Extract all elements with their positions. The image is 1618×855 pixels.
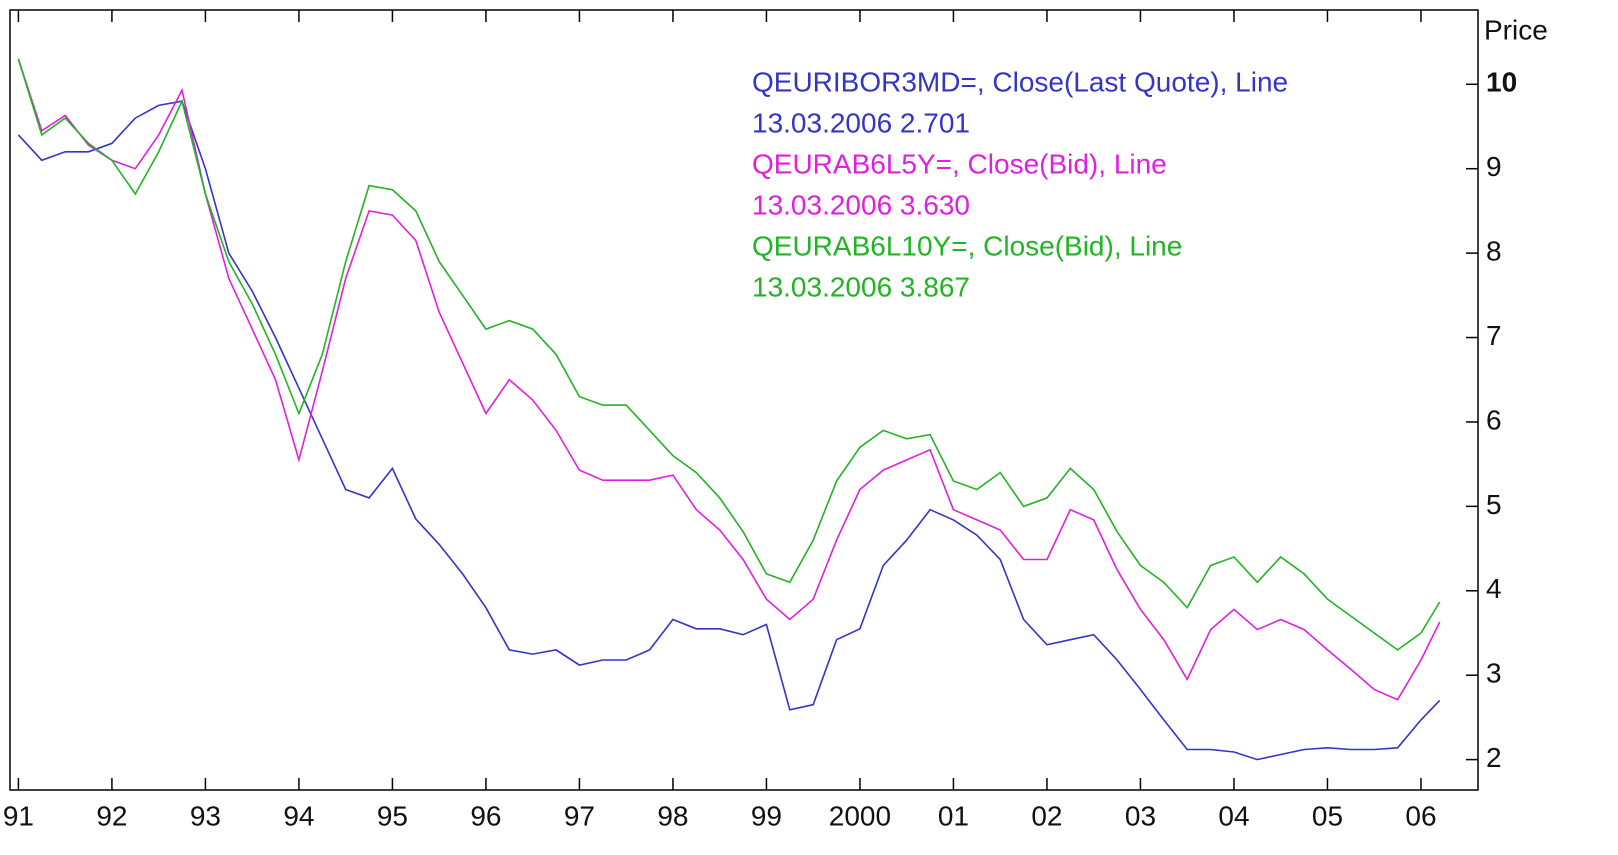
x-tick-label: 99 (751, 800, 782, 831)
x-tick-label: 91 (3, 800, 34, 831)
legend-name: QEURIBOR3MD=, Close(Last Quote), Line (752, 66, 1288, 97)
legend-last-value: 13.03.2006 2.701 (752, 107, 970, 138)
y-tick-label: 4 (1486, 573, 1502, 604)
y-tick-label: 2 (1486, 742, 1502, 773)
y-tick-label: 10 (1486, 67, 1517, 98)
x-tick-label: 96 (470, 800, 501, 831)
y-tick-label: 5 (1486, 489, 1502, 520)
series-line (17, 100, 1441, 761)
y-tick-label: 7 (1486, 320, 1502, 351)
x-tick-label: 05 (1312, 800, 1343, 831)
x-tick-label: 97 (564, 800, 595, 831)
y-tick-label: 8 (1486, 236, 1502, 267)
legend-name: QEURAB6L10Y=, Close(Bid), Line (752, 230, 1182, 261)
legend-name: QEURAB6L5Y=, Close(Bid), Line (752, 148, 1167, 179)
x-tick-label: 95 (377, 800, 408, 831)
plot-frame (9, 9, 1479, 791)
y-tick-label: 9 (1486, 151, 1502, 182)
legend-last-value: 13.03.2006 3.867 (752, 271, 970, 302)
x-tick-label: 92 (96, 800, 127, 831)
legend-last-value: 13.03.2006 3.630 (752, 189, 970, 220)
y-tick-label: 6 (1486, 404, 1502, 435)
x-tick-label: 98 (657, 800, 688, 831)
x-tick-label: 93 (190, 800, 221, 831)
series-line (17, 58, 1441, 651)
x-tick-label: 06 (1405, 800, 1436, 831)
x-tick-label: 03 (1125, 800, 1156, 831)
y-axis-label: Price (1484, 14, 1548, 45)
x-tick-label: 01 (938, 800, 969, 831)
x-tick-label: 04 (1218, 800, 1249, 831)
x-tick-label: 02 (1031, 800, 1062, 831)
x-tick-label: 2000 (829, 800, 891, 831)
series-line (17, 58, 1441, 701)
y-tick-label: 3 (1486, 658, 1502, 689)
x-tick-label: 94 (283, 800, 314, 831)
